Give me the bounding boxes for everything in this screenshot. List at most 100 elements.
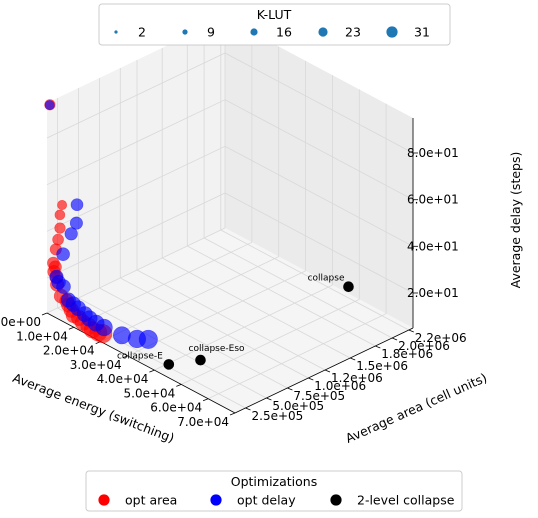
grid-lines — [46, 18, 414, 414]
y-tick-mark — [287, 387, 293, 391]
y-grid-line — [78, 297, 267, 399]
size-legend-label: 9 — [207, 25, 215, 40]
y-tick-mark — [375, 345, 381, 349]
x-grid-line — [207, 313, 387, 400]
x-tick-label: 0.0e+00 — [0, 315, 41, 329]
data-point-opt-delay — [70, 198, 84, 211]
y-grid-line — [220, 229, 409, 331]
x-tick-mark — [68, 326, 75, 330]
y-grid-line — [120, 277, 309, 379]
pane-floor — [47, 228, 413, 413]
x-tick-label: 3.0e+04 — [70, 358, 122, 372]
x-grid-line — [154, 284, 333, 371]
x-grid-line — [100, 256, 279, 342]
x-tick-mark — [41, 312, 48, 316]
y-tick-label: 5.0e+05 — [272, 399, 324, 413]
z-axis-label: Average delay (steps) — [508, 152, 523, 289]
x-tick-mark — [122, 355, 128, 359]
z-tick-label: 2.0e+01 — [407, 286, 459, 300]
point-label: collapse — [308, 274, 345, 284]
color-legend-label: opt area — [125, 493, 177, 508]
color-legend-marker — [210, 494, 222, 506]
y-tick-label: 2.0e+06 — [398, 339, 450, 353]
data-point-opt-delay — [138, 329, 158, 349]
data-point-opt-area — [54, 209, 66, 221]
y-tick-mark — [266, 397, 272, 401]
x-tick-labels: 0.0e+001.0e+042.0e+043.0e+044.0e+045.0e+… — [0, 312, 236, 429]
z-grid-line — [224, 192, 414, 294]
y-tick-label: 1.8e+06 — [381, 347, 433, 361]
x-tick-mark — [176, 384, 182, 387]
y-grid-line — [162, 257, 351, 359]
y-tick-mark — [408, 329, 414, 333]
z-grid-line — [224, 145, 414, 247]
data-point-opt-delay — [64, 227, 78, 241]
color-legend-label: opt delay — [237, 493, 296, 508]
data-point-2-level-collapse — [163, 359, 175, 370]
size-legend-label: 23 — [345, 25, 361, 40]
pane-left — [47, 18, 225, 313]
y-tick-label: 2.2e+06 — [415, 331, 467, 345]
x-tick-label: 7.0e+04 — [177, 415, 229, 429]
y-tick-mark — [391, 337, 398, 341]
x-tick-mark — [202, 398, 209, 402]
size-legend-label: 31 — [414, 25, 430, 40]
size-legend-label: 16 — [276, 25, 292, 40]
z-grid-line — [224, 52, 414, 154]
z-tick-label: 8.0e+01 — [407, 146, 459, 160]
z-tick-label: 6.0e+01 — [407, 193, 459, 207]
color-legend-marker — [330, 494, 342, 506]
z-grid-line — [46, 52, 226, 139]
data-point-2-level-collapse — [343, 281, 354, 293]
x-axis-line — [46, 312, 236, 414]
size-legend-marker — [318, 27, 328, 37]
point-label: collapse-Eso — [189, 344, 246, 354]
y-tick-labels: 2.5e+055.0e+057.5e+051.0e+061.2e+061.5e+… — [245, 329, 467, 423]
y-grid-line — [187, 245, 376, 347]
size-legend-label: 2 — [138, 25, 146, 40]
data-point-opt-delay — [113, 326, 131, 345]
z-grid-line — [224, 99, 414, 201]
y-tick-mark — [324, 369, 331, 373]
y-tick-label: 7.5e+05 — [293, 389, 345, 403]
data-point-opt-delay — [44, 100, 55, 111]
y-tick-label: 1.0e+06 — [314, 379, 366, 393]
size-legend-marker — [250, 28, 258, 36]
y-tick-label: 2.5e+05 — [252, 409, 304, 423]
color-legend: Optimizations opt area opt delay 2-level c… — [85, 470, 463, 512]
y-grid-line — [203, 237, 393, 339]
data-point-opt-area — [52, 233, 64, 246]
size-legend-marker — [386, 26, 398, 38]
x-tick-mark — [149, 369, 155, 373]
data-points — [44, 99, 354, 370]
y-tick-mark — [245, 407, 251, 411]
x-grid-line — [73, 241, 253, 328]
pane-right — [225, 18, 413, 328]
x-tick-label: 6.0e+04 — [150, 401, 202, 415]
data-point-opt-delay — [56, 279, 71, 294]
data-point-opt-delay — [69, 216, 83, 230]
y-tick-mark — [350, 357, 356, 361]
y-tick-mark — [308, 377, 314, 381]
data-point-opt-area — [54, 222, 66, 234]
z-grid-line — [46, 99, 226, 186]
color-legend-label: 2-level collapse — [357, 493, 455, 508]
y-grid-line — [99, 287, 288, 389]
color-legend-marker — [98, 494, 110, 506]
x-tick-label: 2.0e+04 — [43, 344, 95, 358]
data-point-opt-delay — [56, 247, 70, 261]
size-legend-marker — [182, 29, 188, 35]
x-tick-label: 5.0e+04 — [124, 386, 176, 400]
data-point-opt-delay — [95, 318, 113, 337]
y-grid-line — [136, 269, 326, 371]
size-legend: K-LUT 2 9 16 23 31 — [98, 3, 451, 46]
y-tick-label: 1.5e+06 — [356, 359, 408, 373]
point-label: collapse-E — [117, 351, 163, 361]
y-axis-line — [234, 327, 414, 414]
color-legend-title: Optimizations — [231, 474, 317, 489]
z-tick-labels: 2.0e+01 4.0e+01 6.0e+01 8.0e+01 — [407, 146, 459, 300]
size-legend-marker — [114, 30, 118, 34]
color-legend-frame — [85, 470, 463, 512]
